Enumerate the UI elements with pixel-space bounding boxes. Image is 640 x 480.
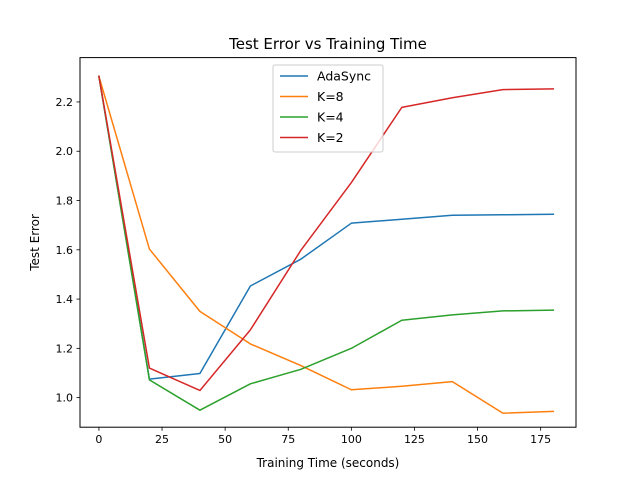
series-line-0: [98, 75, 555, 380]
x-tick-label: 150: [467, 433, 488, 446]
x-axis-ticks: 0 25 50 75 100 125 150 175: [95, 427, 551, 446]
y-tick-label: 2.0: [56, 145, 74, 158]
legend-label-0: AdaSync: [317, 69, 371, 84]
series-line-1: [97, 75, 555, 414]
x-tick-label: 50: [218, 433, 232, 446]
x-axis-label: Training Time (seconds): [256, 456, 400, 470]
plot-lines: [97, 75, 555, 414]
y-axis-label: Test Error: [28, 214, 42, 272]
legend-label-3: K=2: [317, 130, 344, 145]
series-line-3: [98, 75, 555, 392]
x-tick-label: 100: [341, 433, 362, 446]
legend-label-2: K=4: [317, 110, 344, 125]
x-tick-label: 0: [95, 433, 102, 446]
legend-box: [272, 64, 384, 153]
y-tick-label: 1.4: [56, 293, 74, 306]
y-tick-label: 1.0: [56, 392, 74, 405]
x-tick-label: 25: [155, 433, 169, 446]
plot-frame: [79, 57, 577, 428]
y-tick-label: 1.6: [56, 244, 74, 257]
y-axis-ticks: 1.0 1.2 1.4 1.6 1.8 2.0 2.2: [56, 96, 80, 405]
series-line-2: [98, 75, 555, 411]
chart-title: Test Error vs Training Time: [228, 35, 427, 53]
y-tick-label: 1.8: [56, 195, 74, 208]
y-tick-label: 2.2: [56, 96, 74, 109]
legend: AdaSync K=8 K=4 K=2: [272, 64, 384, 153]
x-tick-label: 125: [404, 433, 425, 446]
legend-label-1: K=8: [317, 89, 344, 104]
y-tick-label: 1.2: [56, 342, 74, 355]
x-tick-label: 75: [281, 433, 295, 446]
x-tick-label: 175: [530, 433, 551, 446]
